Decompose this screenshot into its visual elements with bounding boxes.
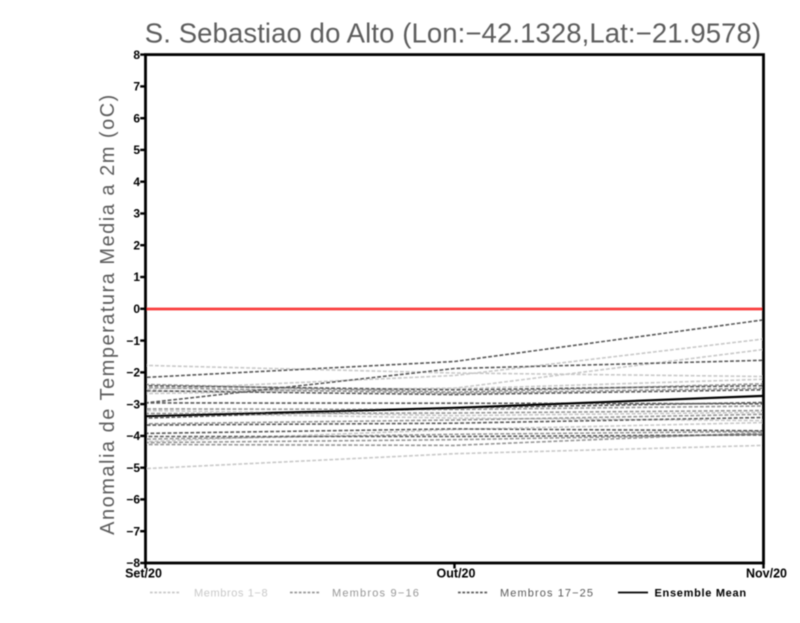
svg-text:Out/20: Out/20 xyxy=(437,567,476,581)
svg-text:Anomalia de Temperatura Media: Anomalia de Temperatura Media a 2m (oC) xyxy=(97,93,119,535)
svg-text:Ensemble Mean: Ensemble Mean xyxy=(655,588,747,600)
svg-text:−4: −4 xyxy=(126,429,140,443)
svg-text:Membros 17−25: Membros 17−25 xyxy=(500,588,594,600)
svg-text:−1: −1 xyxy=(126,334,140,348)
svg-text:4: 4 xyxy=(133,175,140,189)
svg-text:S. Sebastiao do Alto (Lon:−42.: S. Sebastiao do Alto (Lon:−42.1328,Lat:−… xyxy=(145,18,761,49)
svg-text:Nov/20: Nov/20 xyxy=(746,567,787,581)
svg-text:Membros 1−8: Membros 1−8 xyxy=(194,588,268,600)
svg-text:−3: −3 xyxy=(126,397,140,411)
svg-text:2: 2 xyxy=(133,238,140,252)
svg-text:6: 6 xyxy=(133,111,140,125)
svg-text:8: 8 xyxy=(133,48,140,62)
svg-text:Membros 9−16: Membros 9−16 xyxy=(332,588,420,600)
svg-text:−6: −6 xyxy=(126,493,140,507)
svg-text:0: 0 xyxy=(133,302,140,316)
svg-text:Set/20: Set/20 xyxy=(125,567,162,581)
svg-text:−8: −8 xyxy=(126,556,140,570)
svg-text:−7: −7 xyxy=(126,524,140,538)
svg-text:5: 5 xyxy=(133,143,140,157)
svg-text:3: 3 xyxy=(133,207,140,221)
svg-text:1: 1 xyxy=(133,270,140,284)
svg-text:−5: −5 xyxy=(126,461,140,475)
svg-text:7: 7 xyxy=(133,80,140,94)
svg-text:−2: −2 xyxy=(126,366,140,380)
